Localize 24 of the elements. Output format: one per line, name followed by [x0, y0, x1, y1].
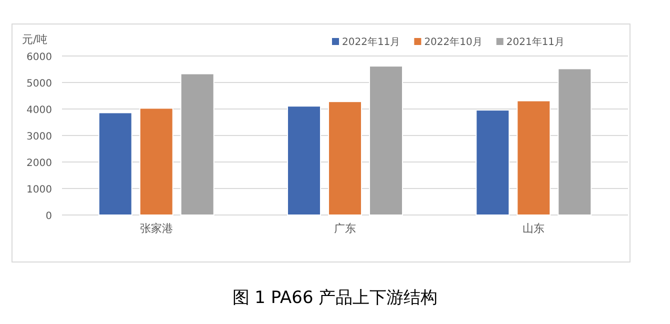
bar: [287, 106, 321, 216]
bar: [476, 110, 510, 216]
x-tick-label: 广东: [334, 222, 356, 235]
caption: 图 1 PA66 产品上下游结构: [232, 288, 438, 308]
y-tick-label: 3000: [26, 132, 52, 142]
y-tick-label: 1000: [26, 184, 52, 196]
bar: [180, 73, 214, 216]
bar: [139, 108, 174, 216]
y-tick-label: 6000: [26, 52, 52, 63]
bar: [516, 100, 551, 216]
legend-label: 2021年11月: [506, 36, 565, 48]
bar: [98, 112, 132, 216]
y-tick-label: 0: [46, 211, 52, 222]
bar: [558, 68, 592, 216]
bar: [328, 101, 362, 216]
y-axis-title: 元/吨: [22, 33, 48, 46]
legend-label: 2022年10月: [424, 36, 482, 48]
y-tick-label: 5000: [26, 78, 52, 90]
legend-label: 2022年11月: [342, 36, 400, 48]
y-tick-label: 4000: [26, 105, 52, 116]
x-tick-label: 张家港: [140, 222, 173, 235]
x-tick-label: 山东: [522, 222, 545, 235]
bar: [369, 66, 403, 216]
y-tick-label: 2000: [26, 158, 52, 169]
